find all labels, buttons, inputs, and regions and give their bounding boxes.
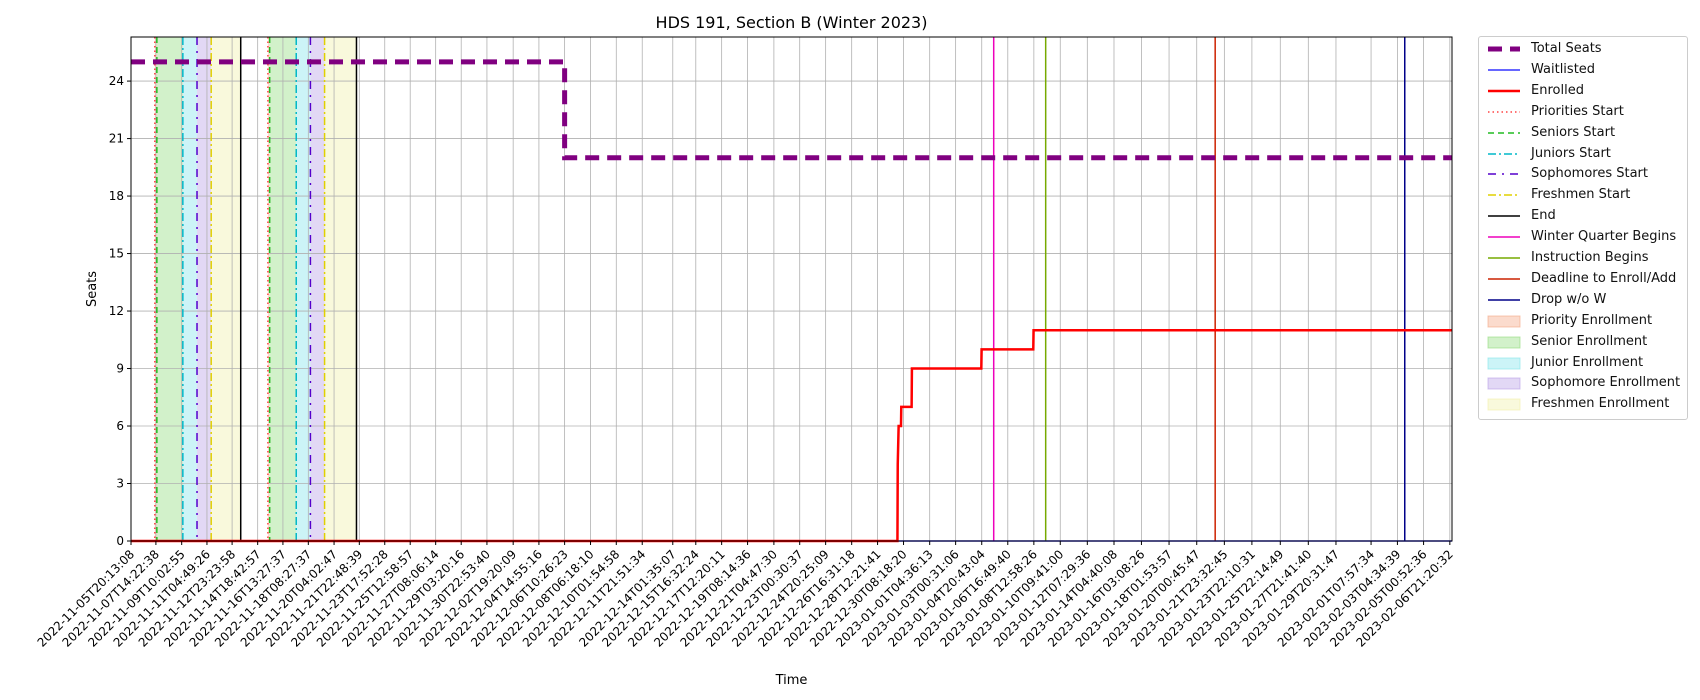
- legend-item: Enrolled: [1487, 81, 1687, 101]
- legend-label: Junior Enrollment: [1531, 354, 1644, 370]
- legend-swatch: [1487, 336, 1521, 349]
- legend-label: Sophomores Start: [1531, 166, 1648, 182]
- legend-swatch: [1488, 173, 1520, 176]
- legend-swatch: [1488, 69, 1520, 71]
- y-tick-label: 18: [109, 189, 124, 203]
- legend: Total Seats Waitlisted Enrolled Priorities …: [1478, 36, 1688, 420]
- span-senior-enrollment: [156, 37, 183, 541]
- legend-swatch: [1487, 398, 1521, 411]
- legend-swatch: [1487, 377, 1521, 390]
- legend-label: Priorities Start: [1531, 103, 1624, 119]
- enrollment-spans: [154, 37, 357, 541]
- legend-item: Juniors Start: [1487, 144, 1687, 164]
- legend-swatch: [1488, 215, 1520, 217]
- legend-label: Deadline to Enroll/Add: [1531, 270, 1677, 286]
- legend-swatch: [1487, 357, 1521, 369]
- legend-label: Sophomore Enrollment: [1531, 375, 1681, 391]
- x-axis-label: Time: [775, 673, 808, 688]
- y-tick-label: 15: [109, 247, 124, 261]
- legend-item: Sophomore Enrollment: [1487, 373, 1687, 393]
- legend-swatch: [1487, 315, 1521, 328]
- legend-label: Drop w/o W: [1531, 291, 1607, 307]
- y-tick-label: 12: [109, 304, 124, 318]
- legend-label: Freshmen Start: [1531, 187, 1631, 203]
- y-axis-label: Seats: [85, 271, 100, 307]
- legend-item: Freshmen Start: [1487, 185, 1687, 205]
- legend-item: Senior Enrollment: [1487, 332, 1687, 352]
- span-freshmen-enrollment: [324, 37, 357, 541]
- legend-swatch: [1488, 131, 1520, 134]
- span-priority-enrollment: [267, 37, 270, 541]
- legend-swatch: [1488, 299, 1520, 301]
- legend-label: Winter Quarter Begins: [1531, 229, 1677, 245]
- grid: [130, 37, 1452, 542]
- legend-item: Drop w/o W: [1487, 290, 1687, 310]
- legend-swatch: [1488, 236, 1520, 238]
- legend-label: Freshmen Enrollment: [1531, 396, 1670, 412]
- span-sophomore-enrollment: [197, 37, 212, 541]
- legend-item: Junior Enrollment: [1487, 353, 1687, 373]
- legend-item: Instruction Begins: [1487, 248, 1687, 268]
- legend-swatch: [1488, 194, 1520, 197]
- y-ticks: 0 3 6 9 12 15 18 21 24: [109, 74, 131, 548]
- legend-swatch: [1488, 278, 1520, 280]
- series-total-seats: [131, 59, 1452, 161]
- span-junior-enrollment: [296, 37, 311, 541]
- x-ticks: 2022-11-05T20:13:082022-11-07T14:22:3820…: [35, 541, 1456, 650]
- legend-swatch: [1488, 152, 1520, 155]
- legend-item: Seniors Start: [1487, 123, 1687, 143]
- span-sophomore-enrollment: [310, 37, 325, 541]
- legend-label: Senior Enrollment: [1531, 333, 1648, 349]
- legend-label: Juniors Start: [1531, 145, 1611, 161]
- legend-item: Freshmen Enrollment: [1487, 394, 1687, 414]
- legend-swatch: [1488, 46, 1520, 52]
- y-tick-label: 6: [116, 419, 124, 433]
- series-enrolled: [131, 328, 1452, 543]
- legend-item: End: [1487, 206, 1687, 226]
- y-tick-label: 0: [116, 534, 124, 548]
- legend-label: Instruction Begins: [1531, 250, 1649, 265]
- legend-item: Priority Enrollment: [1487, 311, 1687, 331]
- legend-label: Seniors Start: [1531, 124, 1616, 140]
- legend-swatch: [1488, 257, 1520, 259]
- legend-item: Priorities Start: [1487, 102, 1687, 122]
- span-freshmen-enrollment: [211, 37, 241, 541]
- event-lines: [154, 37, 1406, 541]
- legend-swatch: [1488, 89, 1520, 93]
- y-tick-label: 9: [116, 362, 124, 376]
- y-tick-label: 3: [116, 477, 124, 491]
- plot-frame: [130, 36, 1453, 542]
- span-junior-enrollment: [182, 37, 198, 541]
- legend-swatch: [1488, 110, 1520, 113]
- legend-label: Priority Enrollment: [1531, 312, 1653, 328]
- legend-label: Waitlisted: [1531, 61, 1596, 77]
- legend-item: Winter Quarter Begins: [1487, 227, 1687, 247]
- chart-title: HDS 191, Section B (Winter 2023): [656, 13, 928, 32]
- legend-item: Total Seats: [1487, 39, 1687, 59]
- y-tick-label: 24: [109, 74, 124, 88]
- legend-label: Enrolled: [1531, 82, 1584, 98]
- y-tick-label: 21: [109, 132, 124, 146]
- legend-item: Sophomores Start: [1487, 164, 1687, 184]
- legend-label: Total Seats: [1531, 41, 1602, 56]
- legend-item: Waitlisted: [1487, 60, 1687, 80]
- legend-item: Deadline to Enroll/Add: [1487, 269, 1687, 289]
- legend-label: End: [1531, 208, 1556, 224]
